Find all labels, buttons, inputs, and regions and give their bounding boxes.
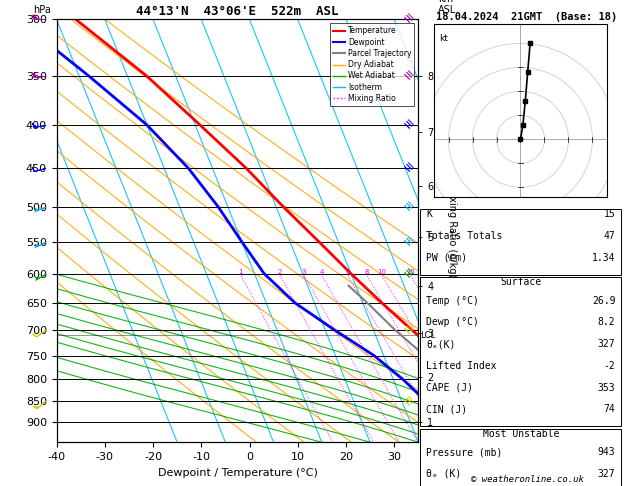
Text: 10: 10 [377,269,386,275]
Text: ≡: ≡ [399,160,416,176]
Text: 47: 47 [604,231,615,241]
Text: θₑ (K): θₑ (K) [426,469,462,479]
Legend: Temperature, Dewpoint, Parcel Trajectory, Dry Adiabat, Wet Adiabat, Isotherm, Mi: Temperature, Dewpoint, Parcel Trajectory… [330,23,415,106]
Text: Dewp (°C): Dewp (°C) [426,317,479,328]
Text: 1.34: 1.34 [592,253,615,263]
Text: 353: 353 [598,382,615,393]
Text: 327: 327 [598,339,615,349]
Text: PW (cm): PW (cm) [426,253,467,263]
Bar [420,209,621,275]
Text: 8.2: 8.2 [598,317,615,328]
Text: 4: 4 [320,269,324,275]
Text: 327: 327 [598,469,615,479]
Text: 15: 15 [406,269,415,275]
Text: θₑ(K): θₑ(K) [426,339,455,349]
Text: ≡: ≡ [399,117,416,133]
Text: hPa: hPa [33,5,51,15]
Text: ≡: ≡ [399,322,416,339]
Text: -2: -2 [604,361,615,371]
Text: 1: 1 [238,269,243,275]
Text: Surface: Surface [500,277,542,287]
Text: Pressure (mb): Pressure (mb) [426,447,503,457]
Text: Lifted Index: Lifted Index [426,361,497,371]
Title: 44°13'N  43°06'E  522m  ASL: 44°13'N 43°06'E 522m ASL [136,5,338,18]
X-axis label: Dewpoint / Temperature (°C): Dewpoint / Temperature (°C) [157,468,318,478]
Text: 3: 3 [301,269,306,275]
Text: LCL: LCL [420,331,435,340]
Y-axis label: Mixing Ratio (g/kg): Mixing Ratio (g/kg) [447,185,457,277]
Text: ≡: ≡ [399,11,416,28]
Bar [420,429,621,486]
Text: ≡: ≡ [399,265,416,282]
Text: ≡: ≡ [399,393,416,410]
Text: km
ASL: km ASL [438,0,457,15]
Text: kt: kt [439,34,448,43]
Text: 2: 2 [277,269,282,275]
Text: Temp (°C): Temp (°C) [426,295,479,306]
Text: 74: 74 [604,404,615,414]
Text: ≡: ≡ [399,198,416,215]
Text: 943: 943 [598,447,615,457]
Text: ≡: ≡ [399,68,416,84]
Text: CIN (J): CIN (J) [426,404,467,414]
Text: 18.04.2024  21GMT  (Base: 18): 18.04.2024 21GMT (Base: 18) [437,12,618,22]
Text: 8: 8 [364,269,369,275]
Text: 15: 15 [604,209,615,219]
Text: © weatheronline.co.uk: © weatheronline.co.uk [470,474,584,484]
Text: ≡: ≡ [399,233,416,250]
Text: 6: 6 [345,269,350,275]
Bar [420,277,621,426]
Text: CAPE (J): CAPE (J) [426,382,473,393]
Text: K: K [426,209,432,219]
Text: Most Unstable: Most Unstable [482,429,559,439]
Text: 26.9: 26.9 [592,295,615,306]
Text: Totals Totals: Totals Totals [426,231,503,241]
